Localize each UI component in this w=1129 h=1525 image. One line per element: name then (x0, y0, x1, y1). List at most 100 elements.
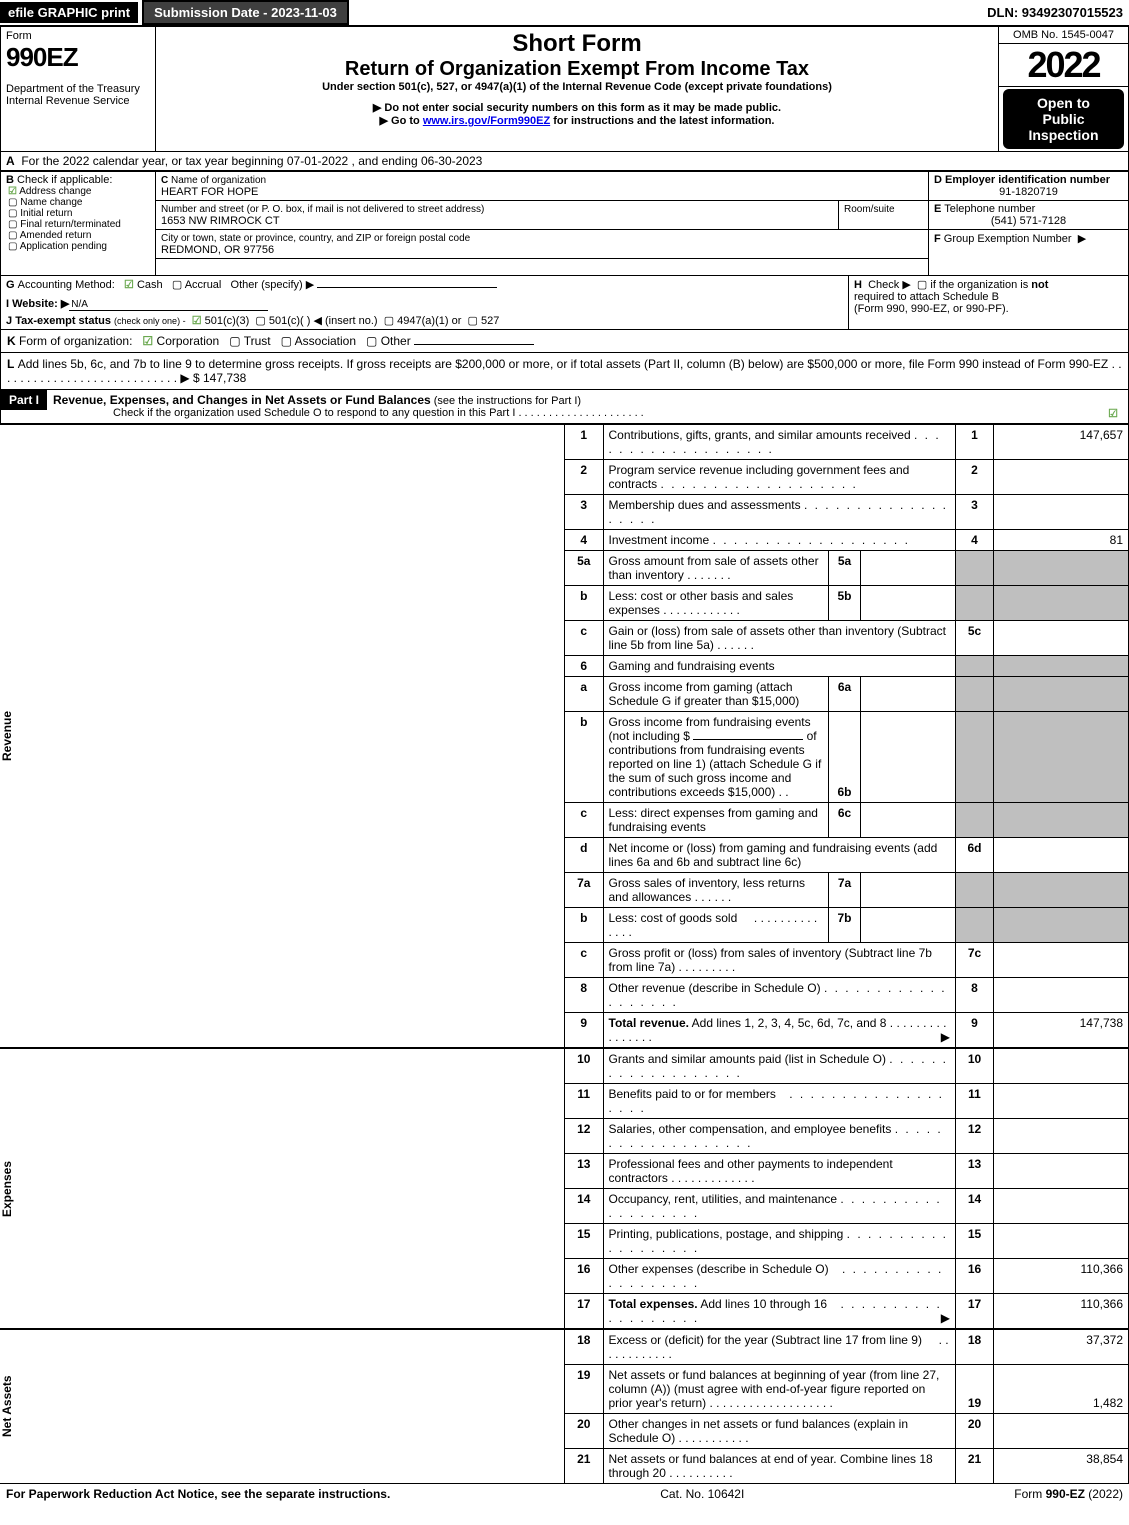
ein: 91-1820719 (934, 186, 1123, 198)
g-cash-check[interactable]: ☑ (124, 279, 134, 291)
j-501c-check[interactable]: ▢ (255, 315, 265, 327)
netassets-table: 18Excess or (deficit) for the year (Subt… (565, 1329, 1129, 1484)
short-form-title: Short Form (161, 30, 993, 58)
b-amended[interactable]: ▢ Amended return (6, 230, 150, 241)
j-o3: 4947(a)(1) or (397, 315, 461, 327)
k-label: K (7, 334, 16, 348)
line-9: 9Total revenue. Add lines 1, 2, 3, 4, 5c… (565, 1013, 1129, 1048)
g-h-table: G Accounting Method: ☑ Cash ▢ Accrual Ot… (0, 276, 1129, 330)
c-street-cell: Number and street (or P. O. box, if mail… (156, 201, 839, 230)
j-sub: (check only one) - (114, 316, 186, 326)
l-text: Add lines 5b, 6c, and 7b to line 9 to de… (18, 357, 1109, 371)
line-20: 20Other changes in net assets or fund ba… (565, 1414, 1129, 1449)
phone: (541) 571-7128 (934, 215, 1123, 227)
line-1: 1Contributions, gifts, grants, and simil… (565, 425, 1129, 460)
k-trust: Trust (244, 334, 271, 348)
g-other-blank[interactable] (317, 287, 497, 288)
line-3: 3Membership dues and assessments 3 (565, 495, 1129, 530)
f-cell: F Group Exemption Number ▶ (929, 230, 1129, 276)
line-4: 4Investment income 481 (565, 530, 1129, 551)
j-527-check[interactable]: ▢ (467, 315, 477, 327)
b-final[interactable]: ▢ Final return/terminated (6, 219, 150, 230)
goto-line: ▶ Go to www.irs.gov/Form990EZ for instru… (161, 114, 993, 127)
k-corp: Corporation (157, 334, 220, 348)
line-21: 21Net assets or fund balances at end of … (565, 1449, 1129, 1484)
h-label: H (854, 279, 862, 291)
g-accrual-check[interactable]: ▢ (172, 279, 182, 291)
h-checkbox[interactable]: ▢ (917, 279, 927, 291)
j-501c3-check[interactable]: ☑ (192, 315, 202, 327)
line-7c: cGross profit or (loss) from sales of in… (565, 943, 1129, 978)
h-t3: required to attach Schedule B (854, 291, 999, 303)
c-city-cell: City or town, state or province, country… (156, 230, 929, 259)
h-t2: if the organization is (930, 279, 1031, 291)
omb-year-cell: OMB No. 1545-0047 2022 (999, 27, 1129, 87)
c-name-cell: C Name of organization HEART FOR HOPE (156, 172, 929, 201)
j-o1: 501(c)(3) (205, 315, 250, 327)
revenue-table: 1Contributions, gifts, grants, and simil… (565, 424, 1129, 1048)
part1-sched-check[interactable]: ☑ (1108, 407, 1118, 420)
j-4947-check[interactable]: ▢ (384, 315, 394, 327)
line-7b: bLess: cost of goods sold . . . . . . . … (565, 908, 1129, 943)
j-label: J (6, 315, 12, 327)
b-initial[interactable]: ▢ Initial return (6, 208, 150, 219)
g-cell: G Accounting Method: ☑ Cash ▢ Accrual Ot… (1, 276, 849, 330)
form-id-cell: Form 990EZ Department of the Treasury In… (1, 27, 156, 152)
f-hdr: Group Exemption Number (944, 233, 1072, 245)
line-6d: dNet income or (loss) from gaming and fu… (565, 838, 1129, 873)
revenue-side-label: Revenue (0, 424, 565, 1048)
irs: Internal Revenue Service (6, 95, 150, 107)
open-to-public: Open to Public Inspection (1003, 89, 1124, 149)
dln: DLN: 93492307015523 (987, 5, 1129, 20)
dept: Department of the Treasury (6, 83, 150, 95)
a-label: A (6, 154, 15, 168)
b-name-change[interactable]: ▢ Name change (6, 197, 150, 208)
part1-title-row: Part I Revenue, Expenses, and Changes in… (0, 390, 1129, 424)
website: N/A (69, 299, 268, 311)
line-5a: 5aGross amount from sale of assets other… (565, 551, 1129, 586)
line-6c: cLess: direct expenses from gaming and f… (565, 803, 1129, 838)
footer-right: Form 990-EZ (2022) (1014, 1487, 1123, 1501)
d-hdr: Employer identification number (945, 174, 1110, 186)
title-cell: Short Form Return of Organization Exempt… (156, 27, 999, 152)
goto-prefix: ▶ Go to (380, 115, 423, 127)
org-name: HEART FOR HOPE (161, 186, 258, 198)
netassets-section: Net Assets 18Excess or (deficit) for the… (0, 1329, 1129, 1484)
h-check: Check ▶ (868, 279, 911, 291)
goto-link[interactable]: www.irs.gov/Form990EZ (423, 115, 550, 127)
line-2: 2Program service revenue including gover… (565, 460, 1129, 495)
part1-hdr: Part I (1, 390, 47, 410)
footer: For Paperwork Reduction Act Notice, see … (0, 1484, 1129, 1504)
goto-rest: for instructions and the latest informat… (550, 115, 774, 127)
form-number: 990EZ (6, 42, 150, 73)
k-corp-check[interactable]: ☑ (142, 334, 153, 348)
h-t4: (Form 990, 990-EZ, or 990-PF). (854, 303, 1009, 315)
line-8: 8Other revenue (describe in Schedule O) … (565, 978, 1129, 1013)
open3: Inspection (1007, 127, 1120, 143)
subtitle: Under section 501(c), 527, or 4947(a)(1)… (161, 81, 993, 93)
k-other-blank[interactable] (414, 344, 534, 345)
open1: Open to (1007, 95, 1120, 111)
efile-label[interactable]: efile GRAPHIC print (0, 2, 138, 23)
footer-center: Cat. No. 10642I (390, 1487, 1014, 1501)
k-other-check[interactable]: ▢ (366, 334, 377, 348)
line-7a: 7aGross sales of inventory, less returns… (565, 873, 1129, 908)
line-5b: bLess: cost or other basis and sales exp… (565, 586, 1129, 621)
k-assoc-check[interactable]: ▢ (281, 334, 292, 348)
l-amount: $ 147,738 (193, 371, 246, 385)
b-addr-change[interactable]: ☑ Address change (6, 186, 150, 197)
g-label: G (6, 279, 15, 291)
ssn-warning: ▶ Do not enter social security numbers o… (161, 101, 993, 114)
line-6a: aGross income from gaming (attach Schedu… (565, 677, 1129, 712)
j-o4: 527 (481, 315, 499, 327)
omb: OMB No. 1545-0047 (999, 27, 1128, 44)
k-trust-check[interactable]: ▢ (229, 334, 240, 348)
g-other: Other (specify) ▶ (231, 279, 315, 291)
spacer (156, 259, 929, 276)
line-18: 18Excess or (deficit) for the year (Subt… (565, 1330, 1129, 1365)
line-13: 13Professional fees and other payments t… (565, 1154, 1129, 1189)
open2: Public (1007, 111, 1120, 127)
b-pending[interactable]: ▢ Application pending (6, 241, 150, 252)
return-title: Return of Organization Exempt From Incom… (161, 58, 993, 81)
e-hdr: Telephone number (944, 203, 1035, 215)
